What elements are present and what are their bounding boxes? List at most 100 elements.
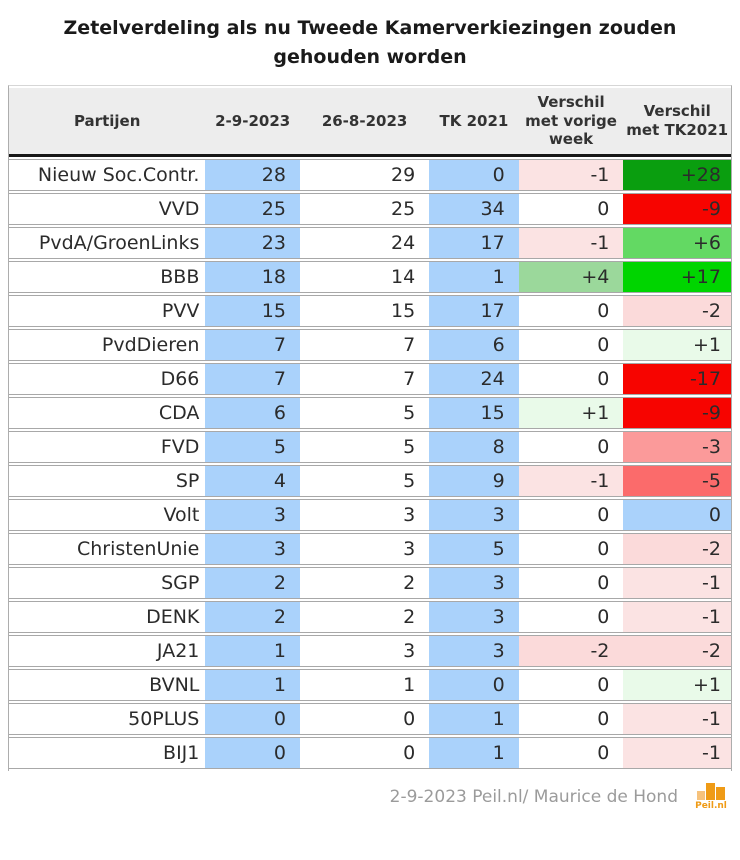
table-row: PvdA/GroenLinks 23 24 17 -1 +6 [9, 227, 731, 260]
seat-table: Partijen 2-9-2023 26-8-2023 TK 2021 Vers… [9, 86, 731, 771]
party-cell: ChristenUnie [9, 533, 206, 566]
seats-previous-cell: 14 [299, 261, 430, 294]
diff-tk2021-cell: -1 [623, 703, 731, 736]
seats-tk2021-cell: 3 [429, 635, 519, 668]
party-cell: BIJ1 [9, 737, 206, 770]
seats-previous-cell: 1 [299, 669, 430, 702]
diff-tk2021-cell: -2 [623, 635, 731, 668]
table-row: DENK 2 2 3 0 -1 [9, 601, 731, 634]
seats-previous-cell: 5 [299, 431, 430, 464]
seats-tk2021-cell: 17 [429, 227, 519, 260]
table-row: BBB 18 14 1 +4 +17 [9, 261, 731, 294]
seat-table-wrap: Partijen 2-9-2023 26-8-2023 TK 2021 Vers… [8, 84, 732, 772]
party-cell: JA21 [9, 635, 206, 668]
seats-current-cell: 4 [205, 465, 300, 498]
col-header-diff-week: Verschil met vorige week [518, 87, 624, 158]
seats-tk2021-cell: 6 [429, 329, 519, 362]
party-cell: BVNL [9, 669, 206, 702]
diff-tk2021-cell: +17 [623, 261, 731, 294]
diff-week-cell: 0 [518, 431, 624, 464]
seats-current-cell: 5 [205, 431, 300, 464]
diff-week-cell: 0 [518, 533, 624, 566]
seats-previous-cell: 29 [299, 159, 430, 192]
table-row: PvdDieren 7 7 6 0 +1 [9, 329, 731, 362]
party-cell: 50PLUS [9, 703, 206, 736]
party-cell: D66 [9, 363, 206, 396]
diff-tk2021-cell: -1 [623, 601, 731, 634]
table-row: VVD 25 25 34 0 -9 [9, 193, 731, 226]
seats-previous-cell: 0 [299, 703, 430, 736]
seats-tk2021-cell: 3 [429, 567, 519, 600]
diff-tk2021-cell: -9 [623, 397, 731, 430]
seats-previous-cell: 5 [299, 397, 430, 430]
diff-week-cell: -1 [518, 159, 624, 192]
col-header-2-9-2023: 2-9-2023 [205, 87, 300, 158]
col-header-tk2021: TK 2021 [429, 87, 519, 158]
seats-tk2021-cell: 34 [429, 193, 519, 226]
table-row: SGP 2 2 3 0 -1 [9, 567, 731, 600]
table-row: PVV 15 15 17 0 -2 [9, 295, 731, 328]
table-row: BIJ1 0 0 1 0 -1 [9, 737, 731, 770]
seats-tk2021-cell: 5 [429, 533, 519, 566]
diff-week-cell: 0 [518, 567, 624, 600]
page-title: Zetelverdeling als nu Tweede Kamerverkie… [63, 17, 677, 69]
col-header-26-8-2023: 26-8-2023 [299, 87, 430, 158]
diff-week-cell: 0 [518, 363, 624, 396]
seats-previous-cell: 15 [299, 295, 430, 328]
seats-tk2021-cell: 3 [429, 499, 519, 532]
seats-current-cell: 18 [205, 261, 300, 294]
seats-previous-cell: 3 [299, 635, 430, 668]
bar-chart-icon-bar [706, 783, 715, 801]
party-cell: PvdDieren [9, 329, 206, 362]
seats-tk2021-cell: 8 [429, 431, 519, 464]
seats-current-cell: 2 [205, 567, 300, 600]
seats-tk2021-cell: 17 [429, 295, 519, 328]
poll-widget: Zetelverdeling als nu Tweede Kamerverkie… [8, 17, 732, 812]
party-cell: DENK [9, 601, 206, 634]
seats-current-cell: 1 [205, 635, 300, 668]
diff-tk2021-cell: 0 [623, 499, 731, 532]
diff-tk2021-cell: -2 [623, 533, 731, 566]
diff-week-cell: 0 [518, 703, 624, 736]
party-cell: PvdA/GroenLinks [9, 227, 206, 260]
seats-current-cell: 0 [205, 703, 300, 736]
table-row: D66 7 7 24 0 -17 [9, 363, 731, 396]
diff-tk2021-cell: +1 [623, 669, 731, 702]
diff-week-cell: +1 [518, 397, 624, 430]
seats-previous-cell: 3 [299, 499, 430, 532]
table-row: JA21 1 3 3 -2 -2 [9, 635, 731, 668]
diff-week-cell: 0 [518, 329, 624, 362]
diff-week-cell: 0 [518, 499, 624, 532]
diff-week-cell: -2 [518, 635, 624, 668]
bar-chart-icon [697, 783, 725, 801]
seats-tk2021-cell: 1 [429, 737, 519, 770]
peil-logo-label: Peil.nl [695, 801, 727, 812]
party-cell: CDA [9, 397, 206, 430]
diff-week-cell: 0 [518, 193, 624, 226]
seats-current-cell: 0 [205, 737, 300, 770]
diff-week-cell: 0 [518, 737, 624, 770]
table-row: ChristenUnie 3 3 5 0 -2 [9, 533, 731, 566]
seats-tk2021-cell: 3 [429, 601, 519, 634]
party-cell: SGP [9, 567, 206, 600]
seats-current-cell: 23 [205, 227, 300, 260]
table-body: Nieuw Soc.Contr. 28 29 0 -1 +28 VVD 25 25 34 0 -9 Pv… [9, 159, 731, 770]
seats-tk2021-cell: 24 [429, 363, 519, 396]
diff-week-cell: 0 [518, 669, 624, 702]
seats-previous-cell: 24 [299, 227, 430, 260]
table-row: 50PLUS 0 0 1 0 -1 [9, 703, 731, 736]
diff-tk2021-cell: -2 [623, 295, 731, 328]
seats-current-cell: 7 [205, 363, 300, 396]
diff-tk2021-cell: -5 [623, 465, 731, 498]
table-row: CDA 6 5 15 +1 -9 [9, 397, 731, 430]
seats-current-cell: 2 [205, 601, 300, 634]
table-row: BVNL 1 1 0 0 +1 [9, 669, 731, 702]
diff-tk2021-cell: -17 [623, 363, 731, 396]
seats-previous-cell: 7 [299, 329, 430, 362]
diff-tk2021-cell: -1 [623, 567, 731, 600]
diff-tk2021-cell: -1 [623, 737, 731, 770]
seats-previous-cell: 2 [299, 601, 430, 634]
seats-current-cell: 6 [205, 397, 300, 430]
diff-tk2021-cell: +6 [623, 227, 731, 260]
seats-tk2021-cell: 1 [429, 261, 519, 294]
